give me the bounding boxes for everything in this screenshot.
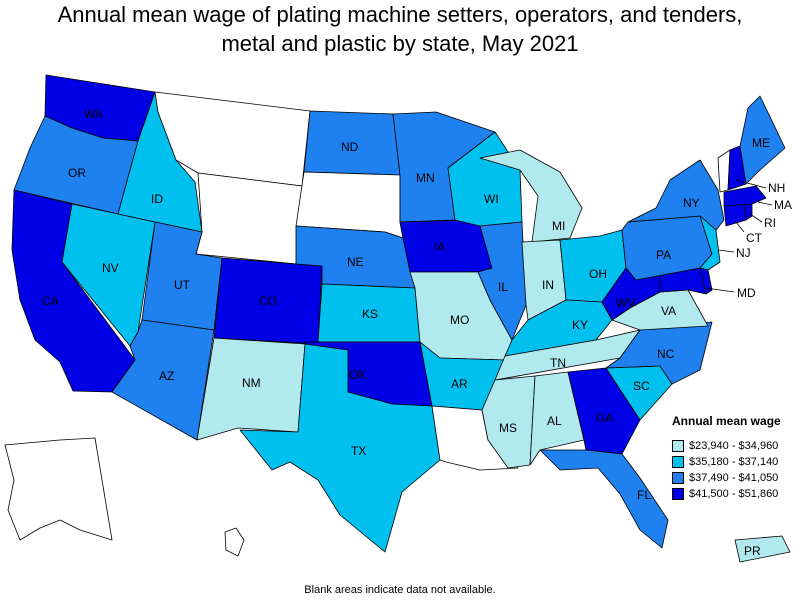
label-nj: NJ — [736, 246, 751, 260]
label-ks: KS — [362, 307, 378, 321]
title-line-1: Annual mean wage of plating machine sett… — [57, 2, 743, 27]
label-az: AZ — [159, 369, 174, 383]
state-az[interactable] — [111, 319, 215, 441]
legend-item-1: $23,940 - $34,960 — [672, 438, 800, 454]
legend-item-3: $37,490 - $41,050 — [672, 470, 800, 486]
legend-item-4: $41,500 - $51,860 — [672, 486, 800, 502]
label-ma: MA — [774, 198, 792, 212]
state-il[interactable] — [477, 221, 527, 341]
legend-item-2: $35,180 - $37,140 — [672, 454, 800, 470]
state-mi[interactable] — [479, 149, 583, 243]
legend-label-1: $23,940 - $34,960 — [689, 440, 779, 452]
legend-swatch-2 — [672, 456, 684, 468]
state-nj[interactable] — [699, 215, 721, 271]
label-nc: NC — [657, 347, 675, 361]
state-hi[interactable] — [224, 527, 245, 557]
label-mo: MO — [450, 313, 469, 327]
state-ia[interactable] — [399, 219, 493, 273]
legend-label-2: $35,180 - $37,140 — [689, 456, 779, 468]
label-nv: NV — [102, 261, 119, 275]
label-ri: RI — [764, 216, 776, 230]
label-ca: CA — [42, 294, 59, 308]
legend-title: Annual mean wage — [672, 414, 781, 428]
state-wy[interactable] — [195, 172, 303, 265]
label-ky: KY — [572, 318, 588, 332]
state-al[interactable] — [529, 371, 585, 466]
label-ga: GA — [596, 411, 613, 425]
label-ne: NE — [347, 255, 364, 269]
label-or: OR — [68, 166, 86, 180]
label-il: IL — [498, 280, 508, 294]
label-tx: TX — [351, 444, 366, 458]
label-md: MD — [737, 286, 756, 300]
label-ar: AR — [451, 377, 468, 391]
label-me: ME — [752, 136, 770, 150]
state-ri[interactable] — [744, 203, 753, 221]
label-nh: NH — [768, 181, 785, 195]
label-ms: MS — [499, 421, 517, 435]
label-oh: OH — [589, 267, 607, 281]
label-ct: CT — [746, 231, 763, 245]
state-tx[interactable] — [239, 343, 441, 553]
label-mi: MI — [552, 219, 565, 233]
label-fl: FL — [637, 488, 651, 502]
state-ak[interactable] — [4, 437, 113, 541]
label-pr: PR — [744, 544, 761, 558]
state-fl[interactable] — [539, 449, 669, 549]
label-va: VA — [661, 304, 676, 318]
label-wi: WI — [484, 192, 499, 206]
state-ct[interactable] — [723, 203, 747, 227]
label-ok: OK — [349, 368, 366, 382]
legend-swatch-3 — [672, 472, 684, 484]
state-me[interactable] — [739, 95, 786, 185]
label-nd: ND — [341, 140, 359, 154]
label-pa: PA — [656, 248, 671, 262]
legend-label-3: $37,490 - $41,050 — [689, 472, 779, 484]
footnote: Blank areas indicate data not available. — [304, 584, 496, 596]
legend-swatch-1 — [672, 440, 684, 452]
label-ny: NY — [683, 196, 700, 210]
label-wv: WV — [616, 296, 635, 310]
label-mn: MN — [416, 171, 435, 185]
legend: Annual mean wage $23,940 - $34,960 $35,1… — [672, 414, 800, 502]
label-ut: UT — [174, 278, 191, 292]
state-pr[interactable] — [734, 535, 791, 563]
map-title: Annual mean wage of plating machine sett… — [0, 0, 800, 58]
label-tn: TN — [550, 356, 566, 370]
label-ia: IA — [434, 240, 445, 254]
state-nm[interactable] — [196, 337, 306, 441]
label-wa: WA — [84, 107, 103, 121]
label-al: AL — [547, 414, 562, 428]
legend-swatch-4 — [672, 488, 684, 500]
state-ma[interactable] — [723, 185, 767, 207]
label-in: IN — [542, 278, 554, 292]
label-co: CO — [259, 294, 277, 308]
label-id: ID — [151, 192, 163, 206]
label-sc: SC — [633, 379, 650, 393]
state-labels: WA OR CA NV ID UT AZ CO NM ND NE KS OK T… — [42, 107, 792, 558]
title-line-2: metal and plastic by state, May 2021 — [221, 31, 579, 56]
legend-label-4: $41,500 - $51,860 — [689, 488, 779, 500]
label-nm: NM — [242, 376, 261, 390]
